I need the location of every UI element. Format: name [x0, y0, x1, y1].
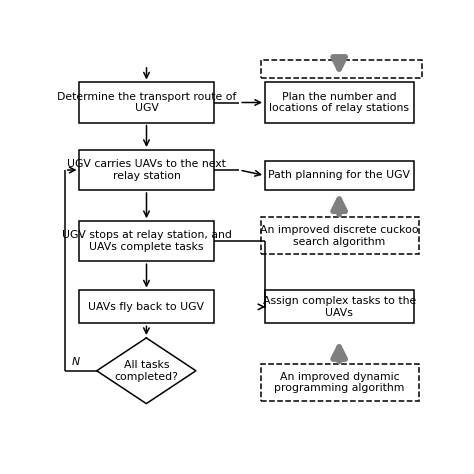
- FancyBboxPatch shape: [261, 60, 422, 78]
- FancyBboxPatch shape: [80, 291, 213, 323]
- Text: Plan the number and
locations of relay stations: Plan the number and locations of relay s…: [269, 91, 410, 113]
- Text: Assign complex tasks to the
UAVs: Assign complex tasks to the UAVs: [263, 296, 416, 318]
- FancyBboxPatch shape: [265, 291, 414, 323]
- Polygon shape: [97, 338, 196, 404]
- FancyBboxPatch shape: [261, 364, 419, 401]
- FancyBboxPatch shape: [261, 218, 419, 254]
- Text: UAVs fly back to UGV: UAVs fly back to UGV: [89, 302, 204, 312]
- Text: All tasks
completed?: All tasks completed?: [114, 360, 178, 382]
- FancyBboxPatch shape: [80, 221, 213, 261]
- Text: An improved discrete cuckoo
search algorithm: An improved discrete cuckoo search algor…: [260, 225, 419, 246]
- Text: UGV stops at relay station, and
UAVs complete tasks: UGV stops at relay station, and UAVs com…: [62, 230, 231, 252]
- FancyBboxPatch shape: [80, 82, 213, 123]
- FancyBboxPatch shape: [80, 150, 213, 190]
- FancyBboxPatch shape: [265, 161, 414, 190]
- Text: UGV carries UAVs to the next
relay station: UGV carries UAVs to the next relay stati…: [67, 159, 226, 181]
- Text: N: N: [72, 356, 80, 366]
- Text: Path planning for the UGV: Path planning for the UGV: [268, 171, 410, 181]
- Text: An improved dynamic
programming algorithm: An improved dynamic programming algorith…: [274, 372, 405, 393]
- Text: Determine the transport route of
UGV: Determine the transport route of UGV: [57, 91, 236, 113]
- FancyBboxPatch shape: [265, 82, 414, 123]
